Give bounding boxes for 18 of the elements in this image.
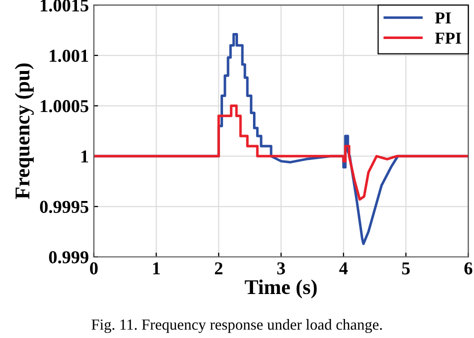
line-series (94, 104, 468, 201)
x-tick-label: 4 (339, 262, 348, 274)
caption: Fig. 11. Frequency response under load change. (92, 319, 382, 333)
x-axis-title: Time (s) (244, 280, 317, 298)
y-tick-label: 1.001 (50, 50, 88, 62)
x-tick-label: 5 (402, 262, 410, 274)
x-tick-label: 0 (90, 262, 98, 274)
x-tick-label: 1 (153, 262, 160, 274)
y-axis-title: Frequency (pu) (14, 64, 34, 200)
y-tick-label: 0.9995 (40, 200, 88, 214)
x-tick-label: 3 (277, 262, 285, 274)
x-tick-label: 2 (214, 262, 222, 274)
legend-label: FPI (435, 32, 462, 44)
y-tick-label: 1 (81, 150, 88, 162)
legend-label: PI (435, 12, 451, 24)
y-tick-label: 1.0005 (40, 100, 88, 112)
y-tick-label: 0.999 (49, 251, 88, 264)
x-tick-label: 6 (464, 262, 472, 274)
